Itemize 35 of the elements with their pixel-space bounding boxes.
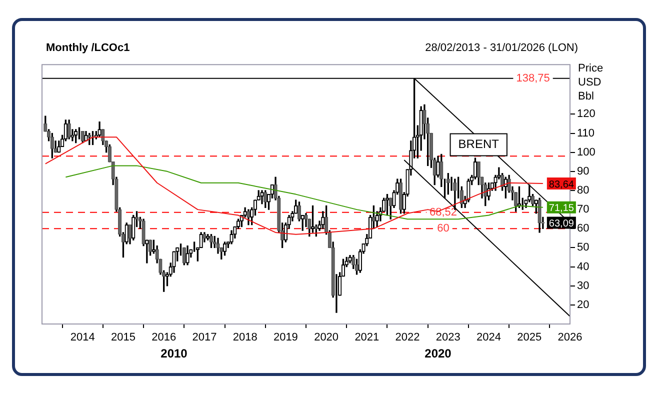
x-tick-label: 2023 [436, 332, 460, 344]
y-tick-label: 90 [577, 165, 590, 178]
y-tick-label: 110 [577, 127, 595, 140]
y-tick-label: 30 [577, 280, 590, 292]
x-tick-label: 2020 [314, 332, 339, 344]
x-tick-label: 2018 [232, 332, 258, 344]
x-tick-label: 2024 [476, 332, 502, 344]
x-tick-label: 2017 [192, 332, 217, 344]
x-tick-label: 2022 [395, 332, 420, 344]
chart-title: Monthly /LCOc1 [46, 42, 130, 54]
annotation: 63,09 [548, 218, 574, 230]
y-tick-label: 60 [577, 222, 590, 235]
y-tick-label: 80 [577, 184, 590, 197]
text: 2010 [160, 346, 188, 360]
x-tick-label: 2021 [354, 332, 380, 344]
text: 2020 [424, 346, 452, 360]
x-tick-label: 2026 [558, 332, 582, 344]
data-label: 83,64 [548, 179, 574, 190]
x-tick-label: 2025 [517, 332, 542, 344]
y-axis-title: Price USD Bbl [578, 62, 604, 103]
x-tick-label: 2016 [152, 332, 176, 344]
x-tick-label: 2014 [70, 332, 95, 344]
y-tick-label: 100 [577, 146, 596, 158]
x-tick-label: 2015 [110, 332, 136, 344]
y-tick-label: 50 [577, 242, 590, 254]
x-tick-label: 2019 [273, 332, 298, 344]
y-tick-label: 20 [577, 298, 590, 311]
annotation: BRENT [458, 137, 500, 152]
chart-subtitle: 28/02/2013 - 31/01/2026 (LON) [425, 42, 578, 54]
ref-line-label: 138,75 [516, 72, 550, 84]
y-tick-label: 120 [577, 108, 596, 120]
y-tick-label: 70 [577, 204, 590, 216]
data-label: 71,15 [548, 203, 574, 214]
ref-line-label: 60 [437, 222, 450, 235]
y-tick-label: 40 [577, 260, 590, 273]
